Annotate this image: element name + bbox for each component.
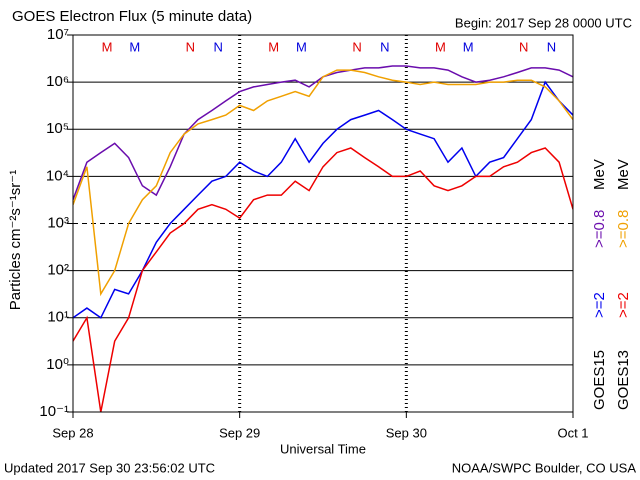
chart-title: GOES Electron Flux (5 minute data) [12, 8, 252, 25]
y-tick-label: 10⁰ [46, 356, 69, 373]
x-tick-label: Sep 28 [52, 425, 93, 440]
legend-unit: MeV [591, 159, 608, 190]
time-marker: M [435, 39, 446, 54]
footer-right: NOAA/SWPC Boulder, CO USA [452, 460, 637, 475]
series-group [73, 65, 573, 412]
x-tick-label: Oct 1 [557, 425, 588, 440]
chart-subtitle: Begin: 2017 Sep 28 0000 UTC [455, 15, 632, 30]
time-marker: N [380, 39, 389, 54]
y-tick-label: 10¹ [47, 309, 69, 326]
footer-left: Updated 2017 Sep 30 23:56:02 UTC [4, 460, 215, 475]
y-tick-label: 10⁷ [47, 26, 69, 43]
legend-entry: >=0.8 [591, 210, 608, 248]
series-line [73, 65, 573, 200]
legend-entry: >=2 [591, 292, 608, 318]
legend-satellite: GOES13 [615, 350, 632, 410]
x-axis-label: Universal Time [280, 441, 366, 456]
time-marker: N [352, 39, 361, 54]
legend-entry: >=2 [615, 292, 632, 318]
time-marker: N [547, 39, 556, 54]
series-line [73, 147, 573, 412]
time-marker: M [296, 39, 307, 54]
time-marker: N [213, 39, 222, 54]
time-marker: M [129, 39, 140, 54]
time-marker: N [519, 39, 528, 54]
x-tick-label: Sep 29 [219, 425, 260, 440]
series-line [73, 69, 573, 297]
time-marker: M [463, 39, 474, 54]
legend-entry: >=0.8 [615, 210, 632, 248]
plot-frame [72, 34, 574, 413]
y-tick-label: 10⁶ [46, 73, 69, 90]
y-tick-label: 10³ [47, 214, 69, 231]
y-axis-label: Particles cm⁻²s⁻¹sr⁻¹ [7, 170, 24, 310]
y-tick-label: 10⁵ [46, 120, 69, 137]
series-line [73, 80, 573, 319]
y-tick-label: 10² [47, 262, 69, 279]
time-marker: M [268, 39, 279, 54]
y-tick-label: 10⁻¹ [39, 403, 69, 420]
y-tick-label: 10⁴ [46, 167, 69, 184]
time-marker: M [102, 39, 113, 54]
x-tick-label: Sep 30 [386, 425, 427, 440]
time-marker: N [186, 39, 195, 54]
legend-satellite: GOES15 [591, 350, 608, 410]
legend-unit: MeV [615, 159, 632, 190]
